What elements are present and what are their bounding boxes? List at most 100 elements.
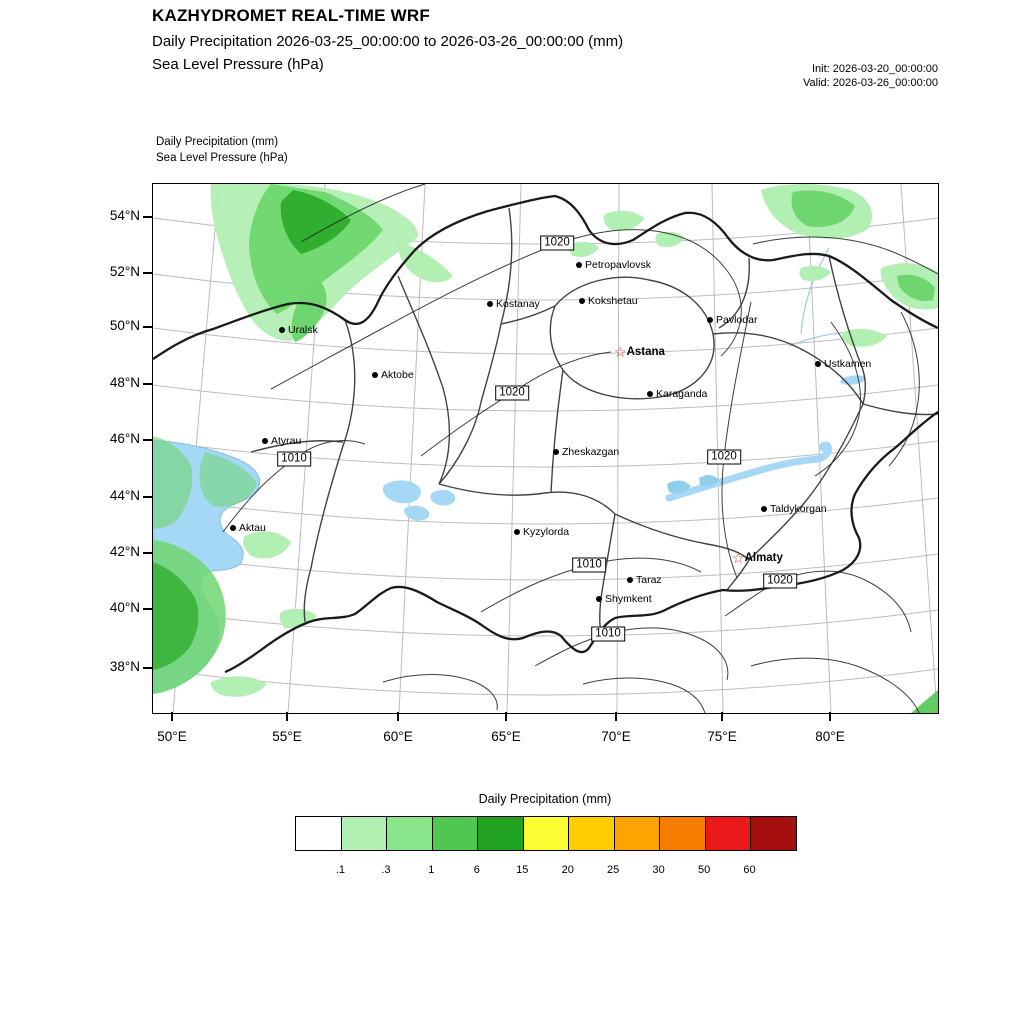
layer-label-precip: Daily Precipitation (mm) (156, 136, 279, 148)
lat-tick-label: 52°N (109, 264, 140, 279)
city-dot-icon (761, 506, 767, 512)
lat-tick (143, 439, 152, 441)
lat-tick-label: 42°N (109, 544, 140, 559)
legend-title: Daily Precipitation (mm) (478, 792, 612, 806)
capital-marker: ☆ Almaty (732, 550, 783, 566)
capital-star-icon: ☆ (732, 550, 745, 566)
lat-tick (143, 552, 152, 554)
capital-star-icon: ☆ (614, 344, 627, 360)
pressure-contour-label: 1020 (707, 449, 741, 465)
city-marker: Aktobe (372, 369, 414, 381)
city-label: Ustkamen (824, 358, 872, 370)
city-marker: Kyzylorda (514, 526, 569, 538)
pressure-contour-label: 1010 (591, 626, 625, 642)
city-label: Aktobe (381, 369, 414, 381)
city-dot-icon (553, 449, 559, 455)
country-border-layer (153, 194, 938, 674)
city-label: Astana (626, 346, 665, 358)
lat-tick (143, 216, 152, 218)
lon-tick-label: 80°E (815, 729, 845, 744)
lon-tick-label: 70°E (601, 729, 631, 744)
legend-tick-label: 60 (743, 864, 756, 876)
lat-tick-label: 46°N (109, 431, 140, 446)
city-label: Pavlodar (716, 314, 758, 326)
legend-tick-label: 15 (516, 864, 529, 876)
legend-cell (432, 817, 479, 850)
city-label: Taraz (636, 574, 662, 586)
city-dot-icon (707, 317, 713, 323)
city-dot-icon (372, 372, 378, 378)
city-dot-icon (230, 525, 236, 531)
legend-cell (478, 817, 524, 850)
lat-tick-label: 44°N (109, 488, 140, 503)
legend-cell (614, 817, 661, 850)
city-dot-icon (627, 577, 633, 583)
city-marker: Zheskazgan (553, 446, 619, 458)
map-overlay: Petropavlovsk Kostanay Kokshetau Pavlodar Ur… (153, 184, 938, 713)
city-dot-icon (579, 298, 585, 304)
map-frame: Petropavlovsk Kostanay Kokshetau Pavlodar Ur… (152, 183, 939, 714)
pressure-contour-label: 1020 (763, 573, 797, 589)
lat-tick-label: 50°N (109, 318, 140, 333)
lat-tick (143, 326, 152, 328)
lon-tick-label: 50°E (157, 729, 187, 744)
legend-tick-label: .1 (335, 864, 346, 876)
oblast-border-layer (250, 207, 938, 641)
lat-tick-label: 54°N (109, 208, 140, 223)
city-label: Karaganda (656, 388, 708, 400)
city-label: Aktau (239, 522, 266, 534)
legend-cell (296, 817, 342, 850)
layer-labels: Daily Precipitation (mm) Sea Level Press… (156, 135, 288, 166)
city-marker: Karaganda (647, 388, 707, 400)
kazakhstan-map-svg (153, 184, 938, 713)
page-title: KAZHYDROMET REAL-TIME WRF (152, 6, 430, 25)
city-marker: Shymkent (596, 593, 652, 605)
city-label: Kokshetau (588, 295, 638, 307)
lon-tick-label: 75°E (707, 729, 737, 744)
legend-tick-label: .3 (381, 864, 391, 876)
lon-tick-label: 60°E (383, 729, 413, 744)
init-time: Init: 2026-03-20_00:00:00 (812, 63, 938, 75)
pressure-contour-label: 1010 (277, 451, 311, 467)
legend-tick-label: 20 (561, 864, 574, 876)
city-dot-icon (576, 262, 582, 268)
city-marker: Kostanay (487, 298, 540, 310)
lat-tick-label: 38°N (109, 659, 140, 674)
legend-tick-label: 1 (428, 864, 435, 876)
capital-marker: ☆ Astana (614, 344, 665, 360)
pressure-contour-label: 1010 (572, 557, 606, 573)
city-marker: Aktau (230, 522, 266, 534)
aral-sea (382, 480, 421, 504)
city-marker: Pavlodar (707, 314, 757, 326)
valid-time: Valid: 2026-03-26_00:00:00 (803, 77, 938, 89)
city-dot-icon (279, 327, 285, 333)
city-label: Atyrau (271, 435, 302, 447)
city-dot-icon (262, 438, 268, 444)
lat-tick (143, 272, 152, 274)
city-marker: Taldykorgan (761, 503, 827, 515)
lon-tick-label: 55°E (272, 729, 302, 744)
city-marker: Atyrau (262, 435, 301, 447)
legend-bar (295, 816, 797, 851)
legend-tick-label: 30 (652, 864, 665, 876)
precipitation-layer (153, 184, 938, 713)
lat-tick-label: 48°N (109, 375, 140, 390)
legend-cell (705, 817, 752, 850)
city-label: Petropavlovsk (585, 259, 651, 271)
lon-tick-label: 65°E (491, 729, 521, 744)
legend-cell (569, 817, 615, 850)
run-info: Init: 2026-03-20_00:00:00 Valid: 2026-03… (803, 62, 938, 90)
city-dot-icon (815, 361, 821, 367)
city-marker: Petropavlovsk (576, 259, 651, 271)
city-marker: Ustkamen (815, 358, 871, 370)
city-label: Taldykorgan (770, 503, 827, 515)
lat-tick (143, 667, 152, 669)
pressure-contour-label: 1020 (540, 235, 574, 251)
layer-label-pressure: Sea Level Pressure (hPa) (156, 151, 288, 164)
legend-cell (341, 817, 388, 850)
legend-cell (387, 817, 433, 850)
lat-tick (143, 608, 152, 610)
city-label: Shymkent (605, 593, 652, 605)
legend-cell (660, 817, 706, 850)
